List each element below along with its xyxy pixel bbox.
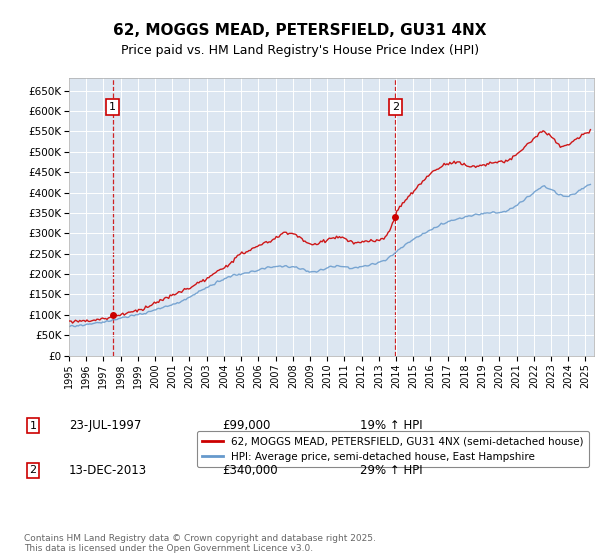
Text: 2: 2 [392,102,399,112]
Text: Contains HM Land Registry data © Crown copyright and database right 2025.
This d: Contains HM Land Registry data © Crown c… [24,534,376,553]
Text: £99,000: £99,000 [222,419,271,432]
Text: 1: 1 [29,421,37,431]
Text: Price paid vs. HM Land Registry's House Price Index (HPI): Price paid vs. HM Land Registry's House … [121,44,479,57]
Text: 2: 2 [29,465,37,475]
Text: 62, MOGGS MEAD, PETERSFIELD, GU31 4NX: 62, MOGGS MEAD, PETERSFIELD, GU31 4NX [113,24,487,38]
Text: 23-JUL-1997: 23-JUL-1997 [69,419,142,432]
Text: 1: 1 [109,102,116,112]
Text: £340,000: £340,000 [222,464,278,477]
Legend: 62, MOGGS MEAD, PETERSFIELD, GU31 4NX (semi-detached house), HPI: Average price,: 62, MOGGS MEAD, PETERSFIELD, GU31 4NX (s… [197,431,589,467]
Text: 19% ↑ HPI: 19% ↑ HPI [360,419,422,432]
Text: 13-DEC-2013: 13-DEC-2013 [69,464,147,477]
Text: 29% ↑ HPI: 29% ↑ HPI [360,464,422,477]
